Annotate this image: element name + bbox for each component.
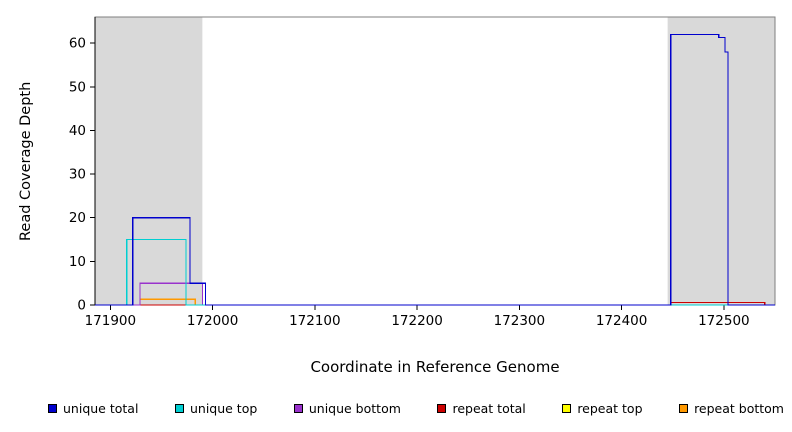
repeat-region-right bbox=[667, 17, 775, 305]
legend-item-unique-top: unique top bbox=[174, 400, 258, 416]
legend-label: repeat top bbox=[577, 400, 643, 416]
legend-swatch-icon bbox=[48, 403, 57, 413]
legend-swatch-icon bbox=[562, 403, 572, 413]
plot-canvas: 171900 172000 172100 172200 172300 172400 1725… bbox=[69, 16, 776, 329]
y-axis-title: Read Coverage Depth bbox=[18, 81, 34, 241]
x-tick-label: 172400 bbox=[596, 313, 648, 329]
x-tick-label: 171900 bbox=[85, 313, 137, 329]
legend-swatch-icon bbox=[293, 403, 303, 413]
series-unique-total bbox=[95, 33, 775, 306]
legend-item-repeat-total: repeat total bbox=[437, 400, 526, 416]
legend-item-repeat-top: repeat top bbox=[562, 400, 643, 416]
y-tick-label: 20 bbox=[69, 210, 86, 226]
legend-item-unique-total: unique total bbox=[48, 401, 138, 416]
legend-label: unique total bbox=[63, 400, 139, 416]
legend-item-repeat-bottom: repeat bottom bbox=[679, 401, 784, 416]
x-tick-label: 172100 bbox=[289, 313, 341, 329]
legend-label: repeat total bbox=[452, 400, 526, 416]
legend-swatch-icon bbox=[679, 403, 689, 413]
x-tick-label: 172000 bbox=[187, 313, 239, 329]
y-tick-label: 30 bbox=[69, 167, 86, 183]
legend-item-unique-bottom: unique bottom bbox=[293, 400, 401, 416]
y-tick-label: 40 bbox=[69, 123, 86, 139]
y-tick-label: 60 bbox=[69, 36, 86, 52]
legend-label: repeat bottom bbox=[694, 400, 784, 416]
y-tick-label: 50 bbox=[69, 79, 86, 95]
y-tick-label: 0 bbox=[77, 298, 86, 314]
x-axis-title: Coordinate in Reference Genome bbox=[310, 358, 560, 376]
legend-swatch-icon bbox=[174, 403, 184, 413]
legend-label: unique top bbox=[189, 400, 258, 416]
y-tick-label: 10 bbox=[69, 254, 86, 270]
legend-swatch-icon bbox=[437, 403, 447, 413]
x-tick-label: 172200 bbox=[391, 313, 443, 329]
x-tick-label: 172500 bbox=[698, 313, 750, 329]
repeat-region-left bbox=[95, 17, 203, 305]
legend: unique total unique top unique bottom repea… bbox=[48, 399, 784, 417]
legend-label: unique bottom bbox=[308, 400, 401, 416]
x-tick-label: 172300 bbox=[494, 313, 546, 329]
